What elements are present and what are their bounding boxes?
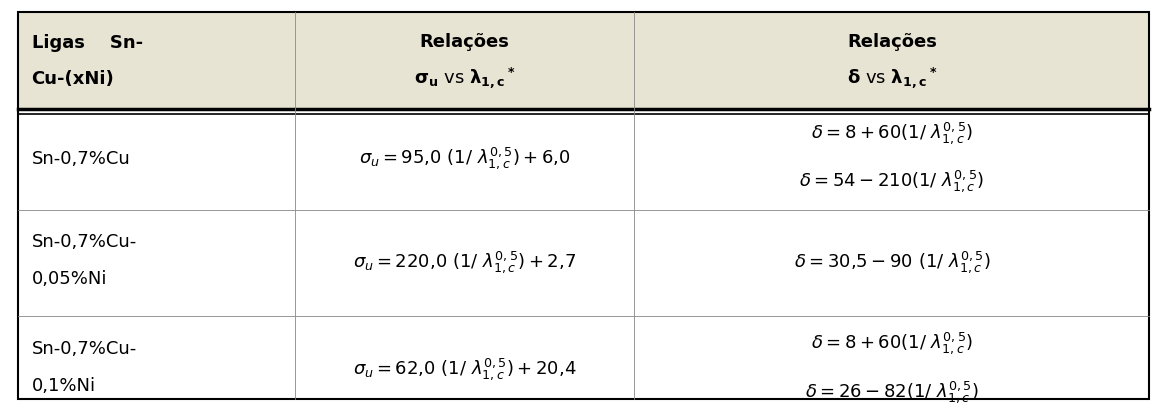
Text: Sn-0,7%Cu-: Sn-0,7%Cu- — [32, 233, 137, 252]
Text: $\delta = 8 + 60(1/\ \lambda_{1,c}^{0,5})$: $\delta = 8 + 60(1/\ \lambda_{1,c}^{0,5}… — [811, 120, 973, 147]
Text: Relações: Relações — [420, 33, 510, 51]
Text: $\delta = 30{,}5 - 90\ (1/\ \lambda_{1,c}^{0,5})$: $\delta = 30{,}5 - 90\ (1/\ \lambda_{1,c… — [794, 250, 991, 276]
Bar — [18, 12, 1149, 109]
Text: Relações: Relações — [847, 33, 937, 51]
Text: $\bf{\delta}$ vs $\bf{\lambda_{1,c}}$$\bf{^*}$: $\bf{\delta}$ vs $\bf{\lambda_{1,c}}$$\b… — [847, 65, 937, 90]
Text: $\bf{\sigma_u}$ vs $\bf{\lambda_{1,c}}$$\bf{^*}$: $\bf{\sigma_u}$ vs $\bf{\lambda_{1,c}}$$… — [414, 65, 516, 90]
Text: Ligas    Sn-: Ligas Sn- — [32, 35, 142, 52]
Text: $\delta = 8 + 60(1/\ \lambda_{1,c}^{0,5})$: $\delta = 8 + 60(1/\ \lambda_{1,c}^{0,5}… — [811, 331, 973, 357]
Text: 0,1%Ni: 0,1%Ni — [32, 377, 96, 395]
Text: Sn-0,7%Cu: Sn-0,7%Cu — [32, 150, 131, 168]
Text: Sn-0,7%Cu-: Sn-0,7%Cu- — [32, 340, 137, 358]
Text: $\sigma_u = 62{,}0\ (1/\ \lambda_{1,c}^{0,5}) + 20{,}4$: $\sigma_u = 62{,}0\ (1/\ \lambda_{1,c}^{… — [352, 357, 576, 383]
Text: $\sigma_u = 220{,}0\ (1/\ \lambda_{1,c}^{0,5}) + 2{,}7$: $\sigma_u = 220{,}0\ (1/\ \lambda_{1,c}^… — [354, 250, 576, 276]
Text: $\delta = 54 - 210(1/\ \lambda_{1,c}^{0,5})$: $\delta = 54 - 210(1/\ \lambda_{1,c}^{0,… — [799, 169, 985, 195]
Text: $\sigma_u = 95{,}0\ (1/\ \lambda_{1,c}^{0,5}) + 6{,}0$: $\sigma_u = 95{,}0\ (1/\ \lambda_{1,c}^{… — [358, 146, 571, 173]
Text: 0,05%Ni: 0,05%Ni — [32, 270, 107, 289]
Text: Cu-(xNi): Cu-(xNi) — [32, 70, 114, 88]
Text: $\delta = 26 - 82(1/\ \lambda_{1,c}^{0,5})$: $\delta = 26 - 82(1/\ \lambda_{1,c}^{0,5… — [805, 379, 979, 406]
